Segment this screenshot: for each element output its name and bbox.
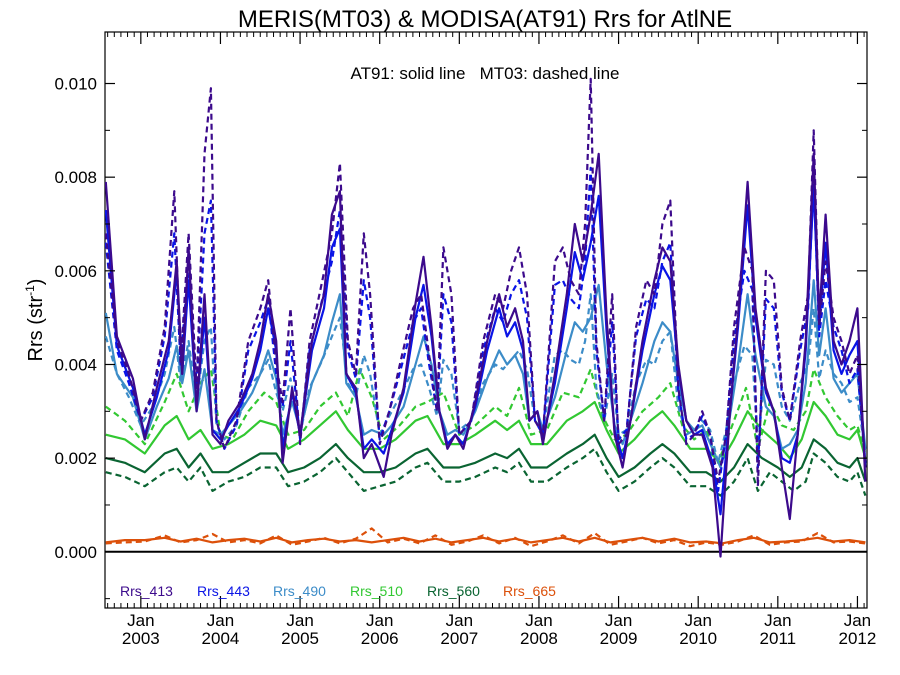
chart-title: MERIS(MT03) & MODISA(AT91) Rrs for AtlNE xyxy=(238,6,732,33)
legend-label-rrs-413: Rrs_413 xyxy=(120,583,173,599)
y-tick-label: 0.008 xyxy=(54,168,97,187)
x-tick-month-label: Jan xyxy=(605,611,632,630)
y-tick-label: 0.002 xyxy=(54,449,97,468)
axes: 0.0000.0020.0040.0060.0080.010Jan2003Jan… xyxy=(54,32,876,648)
x-tick-year-label: 2010 xyxy=(679,629,717,648)
y-tick-label: 0.000 xyxy=(54,543,97,562)
legend-label-rrs-665: Rrs_665 xyxy=(503,583,556,599)
series-rrs-510-mt03-line xyxy=(105,368,867,464)
x-tick-year-label: 2011 xyxy=(760,629,797,648)
plot-area xyxy=(105,77,867,558)
x-tick-month-label: Jan xyxy=(844,611,871,630)
x-tick-year-label: 2008 xyxy=(520,629,558,648)
x-tick-month-label: Jan xyxy=(684,611,711,630)
line-style-annotation: AT91: solid line MT03: dashed line xyxy=(351,64,620,83)
legend-label-rrs-560: Rrs_560 xyxy=(427,583,480,599)
series-rrs-510-at91-line xyxy=(105,400,867,464)
y-tick-label: 0.004 xyxy=(54,355,97,374)
series-rrs-560-mt03-line xyxy=(105,447,867,497)
legend-label-rrs-443: Rrs_443 xyxy=(197,583,250,599)
legend-label-rrs-510: Rrs_510 xyxy=(350,583,403,599)
y-axis-label-close: ) xyxy=(25,279,47,286)
x-tick-year-label: 2009 xyxy=(600,629,638,648)
series-rrs-665-at91-line xyxy=(105,536,866,545)
y-tick-label: 0.010 xyxy=(54,75,97,94)
series-rrs-413-mt03-line xyxy=(105,77,867,488)
x-tick-year-label: 2005 xyxy=(281,629,319,648)
y-axis-label: Rrs (str-1) xyxy=(23,279,47,362)
x-tick-year-label: 2006 xyxy=(361,629,399,648)
x-tick-month-label: Jan xyxy=(764,611,791,630)
x-tick-month-label: Jan xyxy=(127,611,154,630)
y-axis-label-main: Rrs (str xyxy=(25,296,47,362)
svg-text:Rrs (str-1): Rrs (str-1) xyxy=(23,279,47,362)
series-rrs-560-at91-line xyxy=(105,433,867,483)
legend-label-rrs-490: Rrs_490 xyxy=(273,583,326,599)
x-tick-month-label: Jan xyxy=(525,611,552,630)
y-tick-label: 0.006 xyxy=(54,262,97,281)
series-rrs-413-at91-line xyxy=(105,152,867,558)
x-tick-year-label: 2003 xyxy=(122,629,160,648)
x-tick-year-label: 2012 xyxy=(839,629,877,648)
series-rrs-490-at91-line xyxy=(105,279,867,469)
x-tick-year-label: 2004 xyxy=(202,629,240,648)
x-tick-month-label: Jan xyxy=(286,611,313,630)
x-tick-month-label: Jan xyxy=(366,611,393,630)
x-tick-year-label: 2007 xyxy=(440,629,478,648)
y-axis-label-superscript: -1 xyxy=(23,285,37,296)
x-tick-month-label: Jan xyxy=(207,611,234,630)
legend: Rrs_413 Rrs_443 Rrs_490 Rrs_510 Rrs_560 Rrs_6… xyxy=(120,583,556,599)
x-tick-month-label: Jan xyxy=(446,611,473,630)
